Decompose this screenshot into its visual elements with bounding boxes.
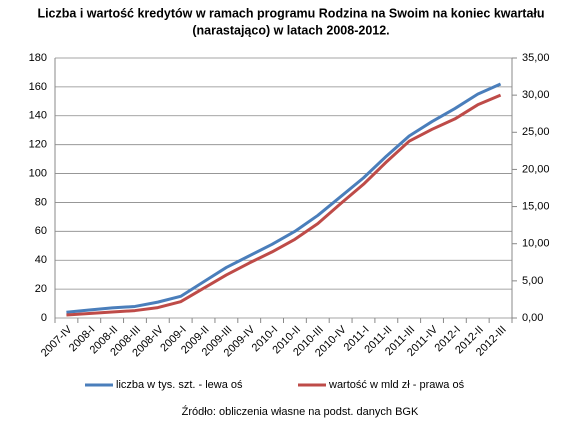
y2-tick-label: 5,00: [522, 275, 543, 287]
legend-label: liczba w tys. szt. - lewa oś: [116, 379, 243, 391]
y2-tick-label: 35,00: [522, 52, 550, 64]
y2-tick-label: 20,00: [522, 163, 550, 175]
y-tick-label: 20: [35, 283, 47, 295]
series-line: [66, 93, 502, 317]
y-tick-label: 140: [29, 110, 47, 122]
y-tick-label: 80: [35, 196, 47, 208]
y-tick-label: 180: [29, 52, 47, 64]
y2-tick-label: 30,00: [522, 89, 550, 101]
source-note: Źródło: obliczenia własne na podst. dany…: [182, 405, 419, 418]
y-tick-label: 120: [29, 139, 47, 151]
chart-title: (narastająco) w latach 2008-2012.: [192, 23, 389, 37]
legend-label: wartość w mld zł - prawa oś: [328, 379, 465, 391]
y-tick-label: 0: [41, 312, 47, 324]
x-tick-label: 2007-IV: [39, 323, 75, 359]
y-tick-label: 60: [35, 225, 47, 237]
y-tick-label: 100: [29, 167, 47, 179]
y2-tick-label: 15,00: [522, 200, 550, 212]
y-tick-label: 160: [29, 81, 47, 93]
y2-tick-label: 0,00: [522, 312, 543, 324]
y-tick-label: 40: [35, 254, 47, 266]
chart-title: Liczba i wartość kredytów w ramach progr…: [37, 6, 544, 20]
y2-tick-label: 10,00: [522, 238, 550, 250]
series-line: [66, 82, 502, 314]
y2-tick-label: 25,00: [522, 126, 550, 138]
